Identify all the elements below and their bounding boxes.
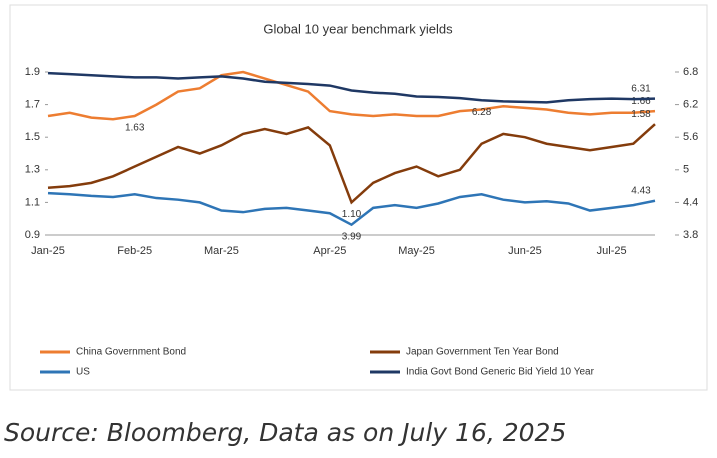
x-tick-label: May-25 — [398, 245, 435, 257]
x-tick-label: Feb-25 — [117, 245, 152, 257]
y-tick-label: 1.1 — [25, 196, 40, 208]
x-tick-label: Jun-25 — [508, 245, 542, 257]
y-tick-label: 1.7 — [25, 99, 40, 111]
y2-tick-label: 6.8 — [683, 66, 698, 78]
x-tick-label: Mar-25 — [204, 245, 239, 257]
chart-title: Global 10 year benchmark yields — [263, 21, 453, 36]
y2-tick-label: 4.4 — [683, 196, 698, 208]
x-tick-label: Apr-25 — [313, 245, 346, 257]
data-label: 6.28 — [472, 107, 492, 118]
legend-label: China Government Bond — [76, 347, 186, 358]
series-line — [47, 71, 656, 104]
x-tick-label: Jan-25 — [31, 245, 65, 257]
y2-tick-label: 5.6 — [683, 131, 698, 143]
series-line — [47, 123, 656, 205]
y-tick-label: 1.3 — [25, 164, 40, 176]
legend-label: Japan Government Ten Year Bond — [406, 347, 559, 358]
y2-tick-label: 5 — [683, 164, 689, 176]
series-line — [47, 70, 656, 121]
data-label: 1.58 — [631, 109, 651, 120]
data-label: 1.10 — [342, 209, 362, 220]
legend-label: US — [76, 367, 90, 378]
source-note: Source: Bloomberg, Data as on July 16, 2… — [4, 418, 567, 447]
data-label: 3.99 — [342, 231, 362, 242]
y-tick-label: 0.9 — [25, 229, 40, 241]
y2-tick-label: 6.2 — [683, 99, 698, 111]
data-label: 4.43 — [631, 185, 651, 196]
y-tick-label: 1.9 — [25, 66, 40, 78]
chart: Global 10 year benchmark yields 0.9 1.1 1.… — [9, 4, 708, 391]
legend-label: India Govt Bond Generic Bid Yield 10 Yea… — [406, 367, 595, 378]
x-tick-label: Jul-25 — [597, 245, 627, 257]
y2-tick-label: 3.8 — [683, 229, 698, 241]
series-line — [47, 191, 656, 227]
data-label: 1.63 — [125, 123, 145, 134]
data-label: 6.31 — [631, 83, 651, 94]
y-tick-label: 1.5 — [25, 131, 40, 143]
data-label: 1.66 — [631, 96, 651, 107]
